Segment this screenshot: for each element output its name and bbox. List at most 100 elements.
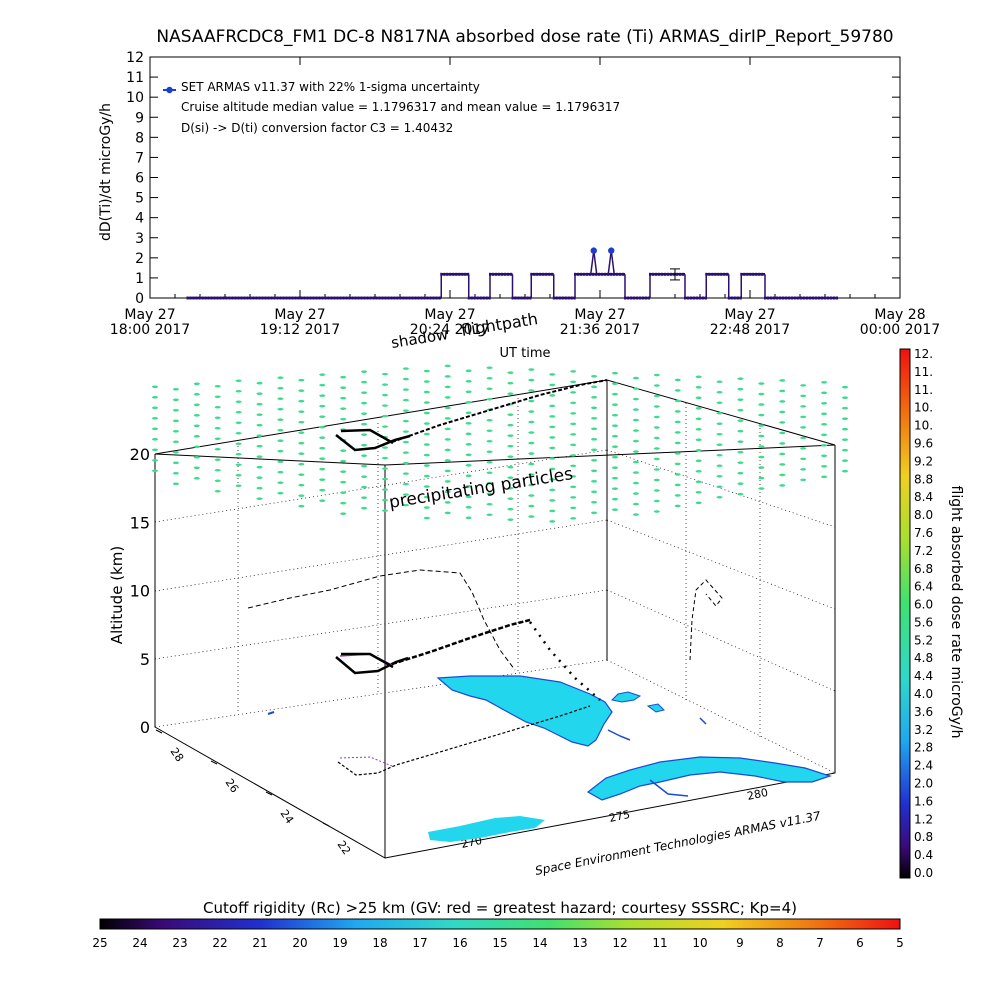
particle-mark — [549, 394, 556, 397]
particle-mark — [842, 385, 848, 389]
particle-mark — [340, 449, 347, 452]
particle-mark — [821, 443, 828, 447]
dose-point — [342, 296, 345, 300]
particle-mark — [152, 417, 158, 420]
dose-point — [567, 296, 570, 300]
dose-colorbar-tick: 0.0 — [914, 866, 933, 880]
figure-title: NASAAFRCDC8_FM1 DC-8 N817NA absorbed dos… — [156, 27, 893, 47]
particle-mark — [507, 518, 514, 521]
particle-mark — [528, 410, 535, 413]
rigidity-colorbar-tick: 24 — [132, 936, 147, 950]
particle-mark — [779, 379, 786, 382]
particle-mark — [507, 392, 514, 395]
particle-mark — [382, 383, 388, 386]
dose-point — [785, 296, 787, 300]
particle-mark — [444, 459, 451, 462]
particle-mark — [277, 470, 284, 474]
particle-mark — [319, 499, 326, 502]
particle-mark — [423, 390, 430, 394]
particle-mark — [235, 484, 242, 488]
dose-point — [720, 272, 723, 276]
particle-mark — [361, 401, 368, 405]
particle-mark — [695, 407, 702, 410]
particle-mark — [716, 432, 723, 436]
particle-mark — [549, 509, 556, 513]
particle-mark — [528, 431, 535, 434]
particle-mark — [779, 421, 786, 424]
particle-mark — [340, 396, 347, 400]
particle-mark — [361, 443, 368, 447]
particle-mark — [193, 424, 200, 428]
particle-mark — [298, 473, 305, 476]
particle-mark — [465, 443, 472, 446]
particle-mark — [800, 447, 807, 450]
dose-colorbar-tick: 10. — [914, 419, 933, 433]
dose-colorbar-tick: 9.2 — [914, 454, 933, 468]
dose-point — [312, 296, 315, 300]
dose-point — [330, 296, 333, 300]
dose-point — [452, 272, 455, 276]
dose-point — [510, 272, 512, 276]
particle-mark — [800, 415, 807, 419]
particle-mark — [256, 392, 263, 396]
particle-mark — [674, 473, 681, 476]
particle-mark — [465, 495, 472, 499]
dose-point — [399, 296, 402, 300]
dose-point — [791, 296, 793, 300]
particle-mark — [402, 461, 409, 465]
particle-mark — [277, 481, 284, 485]
dose-point — [501, 272, 503, 276]
particle-mark — [632, 376, 639, 380]
dose-colorbar-tick: 0.8 — [914, 830, 933, 844]
dose-point — [443, 272, 446, 276]
dose-point — [414, 296, 417, 300]
particle-mark — [549, 499, 556, 502]
dose-point — [276, 296, 279, 300]
particle-mark — [193, 392, 200, 396]
particle-mark — [800, 478, 807, 482]
particle-mark — [758, 487, 765, 490]
particle-mark — [423, 422, 430, 425]
particle-mark — [549, 467, 556, 471]
particle-mark — [402, 451, 409, 454]
dose-point — [755, 272, 758, 276]
dose-point — [303, 296, 306, 300]
particle-mark — [591, 469, 598, 473]
dose-point — [222, 296, 225, 300]
particle-mark — [591, 385, 598, 389]
particle-mark — [716, 474, 723, 478]
dose-point — [551, 272, 554, 276]
dose-point — [619, 272, 621, 276]
dose-point — [252, 296, 255, 300]
particle-mark — [152, 448, 158, 452]
particle-mark — [653, 426, 660, 429]
particle-mark — [591, 511, 598, 515]
particle-mark — [444, 406, 451, 410]
particle-mark — [382, 488, 388, 491]
dose-point — [548, 272, 551, 276]
particle-mark — [674, 441, 681, 445]
particle-mark — [402, 398, 409, 402]
particle-mark — [800, 384, 807, 387]
dose-point — [336, 296, 339, 300]
dose-point — [432, 296, 435, 300]
legend-entry: SET ARMAS v11.37 with 22% 1-sigma uncert… — [181, 80, 480, 94]
dose-point — [570, 296, 573, 300]
particle-mark — [737, 387, 744, 391]
particle-mark — [340, 459, 347, 463]
land-masses — [267, 675, 832, 842]
dose-point — [345, 296, 348, 300]
x-tick-label-date: May 27 — [574, 307, 625, 323]
particle-mark — [361, 370, 368, 373]
dose-point — [803, 296, 805, 300]
particle-mark — [361, 380, 368, 384]
rigidity-colorbar-tick: 13 — [572, 936, 587, 950]
particle-mark — [340, 470, 347, 473]
dose-colorbar: 12. 11. 11. 10. 10. 9.6 9.2 8.8 8.4 8.0 7.6 7.2 6.8 6… — [899, 347, 964, 880]
particle-mark — [737, 492, 744, 496]
particle-mark — [256, 476, 263, 480]
particle-mark — [528, 452, 535, 455]
dose-point — [231, 296, 234, 300]
keys-outline — [607, 717, 707, 797]
